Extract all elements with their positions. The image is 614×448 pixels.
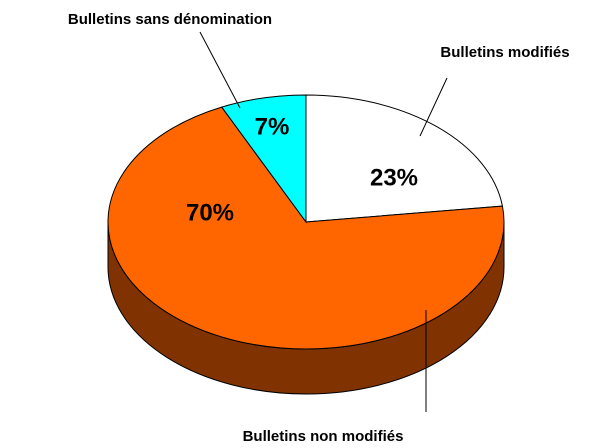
value-label: 7%	[255, 113, 290, 140]
leader-line	[419, 77, 448, 137]
pie-slice	[220, 94, 307, 224]
pie-slice	[107, 106, 505, 350]
category-label: Bulletins modifiés	[440, 44, 569, 61]
pie-slice	[305, 94, 504, 223]
category-label: Bulletins sans dénomination	[68, 11, 272, 28]
category-label: Bulletins non modifiés	[243, 428, 404, 445]
leader-line	[199, 31, 241, 109]
pie	[107, 94, 505, 395]
value-label: 23%	[370, 164, 418, 191]
value-label: 70%	[186, 199, 234, 226]
